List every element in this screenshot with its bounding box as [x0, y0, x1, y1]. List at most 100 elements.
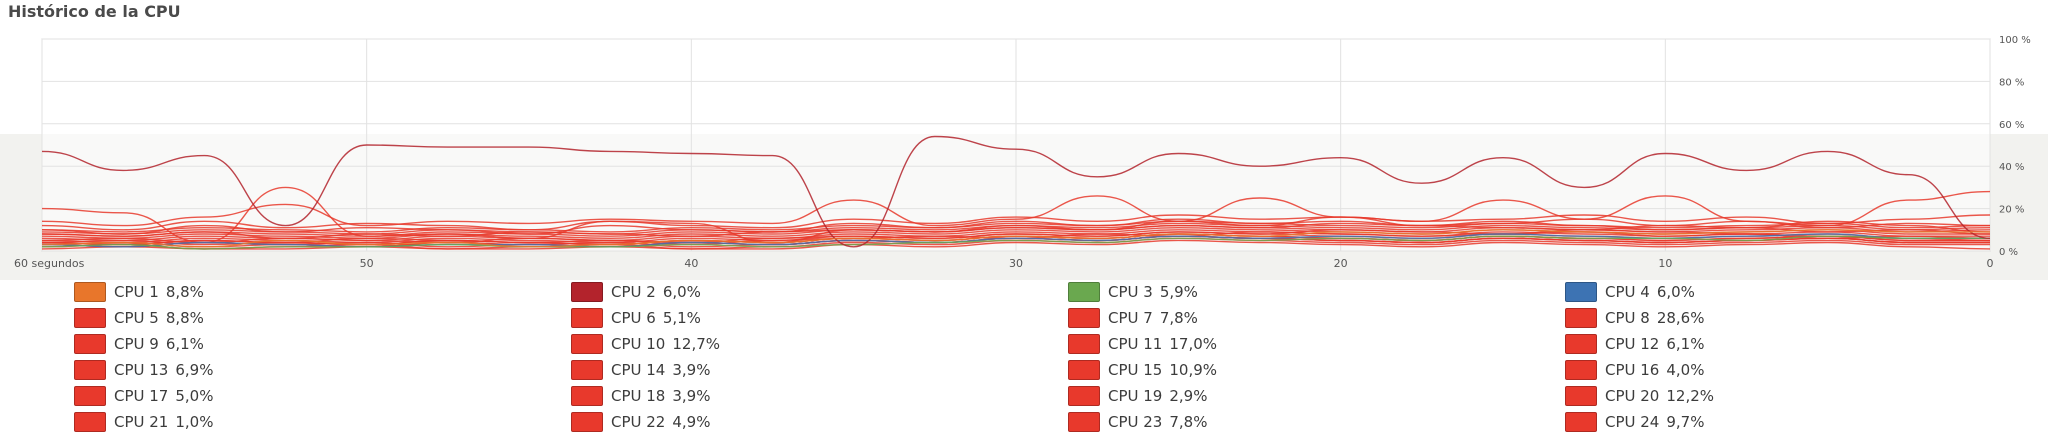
legend-item-cpu-11: CPU 11 17,0%: [1068, 333, 1217, 355]
legend-cpu-value: 6,1%: [165, 335, 204, 353]
legend-cpu-value: 12,7%: [672, 335, 721, 353]
color-swatch[interactable]: [1565, 308, 1597, 328]
cpu-history-chart: 0 % 20 % 40 % 60 % 80 % 100 % 60 segundos 50 40 3…: [0, 34, 2048, 284]
color-swatch[interactable]: [1068, 360, 1100, 380]
legend-cpu-name: CPU 24: [1605, 413, 1660, 431]
legend-cpu-name: CPU 23: [1108, 413, 1163, 431]
color-swatch[interactable]: [1565, 412, 1597, 432]
legend-cpu-name: CPU 2: [611, 283, 656, 301]
legend-cpu-name: CPU 4: [1605, 283, 1650, 301]
legend-item-cpu-2: CPU 2 6,0%: [571, 281, 701, 303]
legend-item-cpu-20: CPU 20 12,2%: [1565, 385, 1714, 407]
legend-item-cpu-7: CPU 7 7,8%: [1068, 307, 1198, 329]
legend-item-cpu-18: CPU 18 3,9%: [571, 385, 710, 407]
legend-cpu-value: 5,0%: [175, 387, 214, 405]
legend-cpu-value: 1,0%: [175, 413, 214, 431]
color-swatch[interactable]: [571, 282, 603, 302]
legend-cpu-name: CPU 13: [114, 361, 169, 379]
legend-cpu-value: 7,8%: [1159, 309, 1198, 327]
legend-cpu-name: CPU 22: [611, 413, 666, 431]
y-tick-label: 0 %: [1999, 247, 2018, 258]
legend-cpu-value: 5,1%: [662, 309, 701, 327]
series-line-cpu-8: [41, 190, 1991, 227]
series-line-cpu-20: [41, 220, 1991, 233]
legend-item-cpu-19: CPU 19 2,9%: [1068, 385, 1207, 407]
y-tick-label: 80 %: [1999, 77, 2024, 88]
x-tick-label: 50: [360, 257, 374, 270]
legend-cpu-value: 8,8%: [165, 283, 204, 301]
color-swatch[interactable]: [1068, 334, 1100, 354]
legend-item-cpu-16: CPU 16 4,0%: [1565, 359, 1704, 381]
legend-cpu-value: 4,9%: [672, 413, 711, 431]
legend-cpu-value: 10,9%: [1169, 361, 1218, 379]
x-tick-label: 30: [1009, 257, 1023, 270]
color-swatch[interactable]: [1565, 334, 1597, 354]
legend-cpu-name: CPU 19: [1108, 387, 1163, 405]
legend-item-cpu-1: CPU 1 8,8%: [74, 281, 204, 303]
legend-cpu-name: CPU 18: [611, 387, 666, 405]
legend-cpu-name: CPU 9: [114, 335, 159, 353]
legend-item-cpu-3: CPU 3 5,9%: [1068, 281, 1198, 303]
page-title: Histórico de la CPU: [8, 2, 181, 21]
legend-item-cpu-6: CPU 6 5,1%: [571, 307, 701, 329]
color-swatch[interactable]: [74, 360, 106, 380]
legend-cpu-name: CPU 5: [114, 309, 159, 327]
x-tick-label: 20: [1334, 257, 1348, 270]
color-swatch[interactable]: [74, 386, 106, 406]
legend-item-cpu-13: CPU 13 6,9%: [74, 359, 213, 381]
series-line-cpu-6: [41, 229, 1991, 244]
color-swatch[interactable]: [1565, 360, 1597, 380]
color-swatch[interactable]: [74, 334, 106, 354]
legend-item-cpu-4: CPU 4 6,0%: [1565, 281, 1695, 303]
cpu-legend: CPU 1 8,8% CPU 2 6,0% CPU 3 5,9% CPU 4 6,0% CPU …: [0, 281, 2048, 436]
legend-cpu-name: CPU 6: [611, 309, 656, 327]
legend-cpu-value: 6,0%: [1656, 283, 1695, 301]
series-line-cpu-11: [41, 214, 1991, 231]
series-line-cpu-5: [41, 186, 1991, 244]
legend-item-cpu-8: CPU 8 28,6%: [1565, 307, 1704, 329]
color-swatch[interactable]: [74, 412, 106, 432]
legend-cpu-name: CPU 20: [1605, 387, 1660, 405]
legend-cpu-name: CPU 7: [1108, 309, 1153, 327]
legend-cpu-name: CPU 12: [1605, 335, 1660, 353]
legend-item-cpu-10: CPU 10 12,7%: [571, 333, 720, 355]
color-swatch[interactable]: [1068, 412, 1100, 432]
legend-cpu-name: CPU 10: [611, 335, 666, 353]
cpu-history-plot: 0 % 20 % 40 % 60 % 80 % 100 % 60 segundos 50 40 3…: [14, 35, 2031, 270]
color-swatch[interactable]: [74, 282, 106, 302]
legend-cpu-value: 7,8%: [1169, 413, 1208, 431]
color-swatch[interactable]: [571, 360, 603, 380]
color-swatch[interactable]: [571, 334, 603, 354]
legend-cpu-name: CPU 3: [1108, 283, 1153, 301]
x-tick-label: 0: [1987, 257, 1994, 270]
legend-cpu-name: CPU 1: [114, 283, 159, 301]
color-swatch[interactable]: [1565, 386, 1597, 406]
color-swatch[interactable]: [571, 308, 603, 328]
legend-cpu-value: 5,9%: [1159, 283, 1198, 301]
color-swatch[interactable]: [1068, 308, 1100, 328]
color-swatch[interactable]: [571, 412, 603, 432]
legend-cpu-name: CPU 15: [1108, 361, 1163, 379]
legend-cpu-value: 8,8%: [165, 309, 204, 327]
series-line-cpu-2: [41, 135, 1991, 248]
legend-cpu-value: 3,9%: [672, 361, 711, 379]
color-swatch[interactable]: [74, 308, 106, 328]
legend-cpu-value: 4,0%: [1666, 361, 1705, 379]
legend-cpu-name: CPU 11: [1108, 335, 1163, 353]
color-swatch[interactable]: [571, 386, 603, 406]
legend-cpu-name: CPU 21: [114, 413, 169, 431]
color-swatch[interactable]: [1068, 282, 1100, 302]
color-swatch[interactable]: [1565, 282, 1597, 302]
legend-cpu-value: 28,6%: [1656, 309, 1705, 327]
series-line-cpu-3: [41, 235, 1990, 250]
legend-cpu-value: 6,0%: [662, 283, 701, 301]
color-swatch[interactable]: [1068, 386, 1100, 406]
x-tick-label: 10: [1658, 257, 1672, 270]
legend-cpu-name: CPU 16: [1605, 361, 1660, 379]
legend-cpu-value: 6,1%: [1666, 335, 1705, 353]
legend-item-cpu-9: CPU 9 6,1%: [74, 333, 204, 355]
legend-cpu-value: 9,7%: [1666, 413, 1705, 431]
legend-item-cpu-21: CPU 21 1,0%: [74, 411, 213, 433]
y-tick-label: 60 %: [1999, 120, 2024, 131]
legend-item-cpu-17: CPU 17 5,0%: [74, 385, 213, 407]
